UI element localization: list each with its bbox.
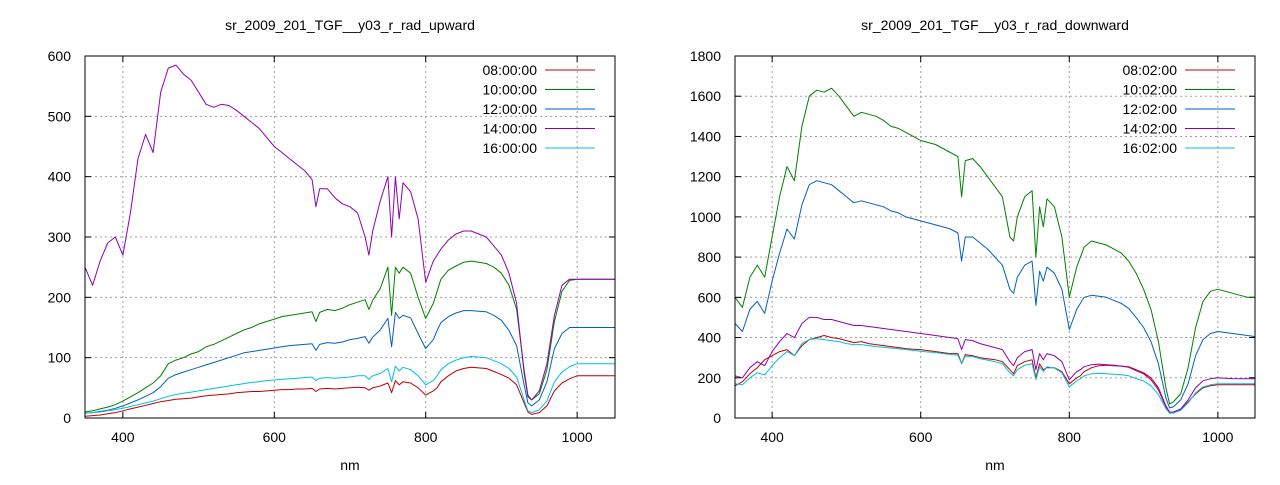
legend-label: 16:00:00 xyxy=(483,140,538,156)
y-tick-label: 1800 xyxy=(690,48,721,64)
y-tick-label: 600 xyxy=(48,48,72,64)
legend-label: 12:02:00 xyxy=(1123,101,1178,117)
legend: 08:02:00 10:02:00 12:02:00 14:02:00 16:02:00 xyxy=(1123,62,1235,156)
y-tick-label: 600 xyxy=(698,289,722,305)
x-tick-label: 1000 xyxy=(562,429,593,445)
y-tick-label: 1400 xyxy=(690,128,721,144)
legend-label: 12:00:00 xyxy=(483,101,538,117)
legend-label: 10:00:00 xyxy=(483,82,538,98)
x-tick-label: 400 xyxy=(760,429,784,445)
y-tick-label: 400 xyxy=(698,330,722,346)
x-tick-label: 1000 xyxy=(1202,429,1233,445)
series-line-140000 xyxy=(84,64,615,401)
x-tick-label: 800 xyxy=(1058,429,1082,445)
y-tick-label: 500 xyxy=(48,108,72,124)
plot-frame xyxy=(84,55,616,419)
legend-label: 08:02:00 xyxy=(1123,62,1178,78)
series-line-120200 xyxy=(734,180,1256,409)
y-tick-label: 1200 xyxy=(690,169,721,185)
x-axis-label: nm xyxy=(985,457,1004,473)
y-tick-label: 800 xyxy=(698,249,722,265)
chart-panel-1: sr_2009_201_TGF__y03_r_rad_upward 400 600 8… xyxy=(48,17,616,473)
series-line-100200 xyxy=(734,87,1255,405)
y-tick-label: 300 xyxy=(48,229,72,245)
legend-label: 10:02:00 xyxy=(1123,82,1178,98)
chart-title: sr_2009_201_TGF__y03_r_rad_downward xyxy=(861,17,1129,33)
series-line-140200 xyxy=(734,316,1255,413)
series-line-120000 xyxy=(84,310,615,414)
y-tick-label: 0 xyxy=(63,410,71,426)
x-tick-label: 800 xyxy=(414,429,438,445)
x-axis-label: nm xyxy=(340,457,359,473)
plot-frame xyxy=(734,55,1256,419)
y-tick-label: 100 xyxy=(48,350,72,366)
series-line-160200 xyxy=(734,338,1255,414)
y-tick-label: 400 xyxy=(48,169,72,185)
legend: 08:00:00 10:00:00 12:00:00 14:00:00 16:00:00 xyxy=(483,62,595,156)
legend-label: 14:02:00 xyxy=(1123,121,1178,137)
y-tick-label: 200 xyxy=(48,289,72,305)
legend-label: 16:02:00 xyxy=(1123,140,1178,156)
series-line-080000 xyxy=(84,366,615,417)
series-line-160000 xyxy=(84,356,615,414)
y-tick-label: 0 xyxy=(713,410,721,426)
legend-label: 14:00:00 xyxy=(483,121,538,137)
chart-title: sr_2009_201_TGF__y03_r_rad_upward xyxy=(225,17,475,33)
x-tick-label: 600 xyxy=(909,429,933,445)
y-tick-label: 1600 xyxy=(690,88,721,104)
legend-label: 08:00:00 xyxy=(483,62,538,78)
chart-panel-2: sr_2009_201_TGF__y03_r_rad_downward 400 60… xyxy=(690,17,1256,473)
y-tick-label: 200 xyxy=(698,370,722,386)
y-tick-label: 1000 xyxy=(690,209,721,225)
x-tick-label: 600 xyxy=(263,429,287,445)
x-tick-label: 400 xyxy=(111,429,135,445)
